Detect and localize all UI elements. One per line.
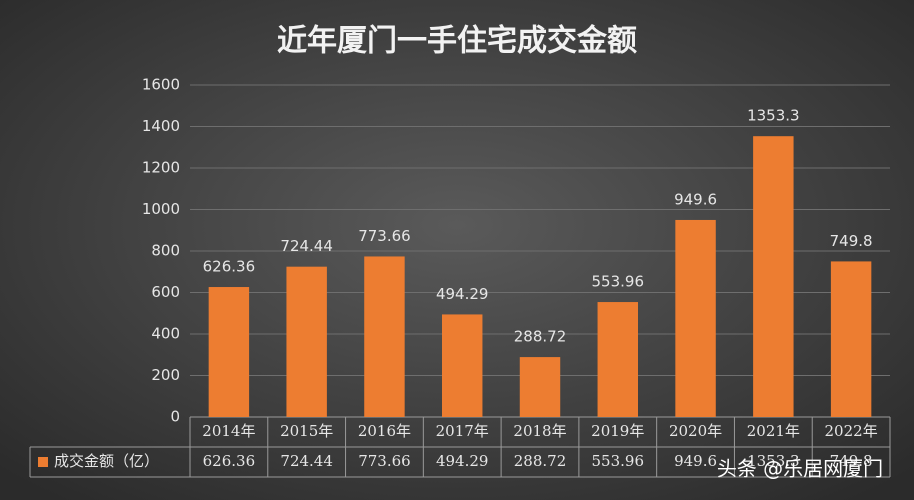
chart-title: 近年厦门一手住宅成交金额 — [277, 24, 637, 59]
bar — [208, 287, 250, 417]
bar — [364, 256, 405, 417]
table-value: 553.96 — [592, 452, 645, 470]
value-label: 1353.3 — [747, 107, 800, 125]
y-tick-label: 600 — [151, 283, 180, 301]
value-label: 553.96 — [592, 273, 645, 291]
y-tick-label: 1200 — [142, 159, 180, 177]
value-label: 773.66 — [358, 227, 411, 245]
bar — [286, 266, 327, 417]
x-tick-label: 2019年 — [591, 422, 644, 440]
bar — [830, 261, 872, 417]
table-value: 773.66 — [358, 452, 411, 470]
y-tick-label: 200 — [151, 366, 180, 384]
value-label: 494.29 — [436, 285, 489, 303]
legend-label: 成交金额（亿） — [54, 452, 159, 470]
table-value: 494.29 — [436, 452, 489, 470]
bar — [442, 314, 483, 417]
watermark: 头条 @乐居网厦门 — [717, 457, 883, 481]
table-value: 749.8 — [830, 452, 873, 470]
table-value: 626.36 — [203, 452, 256, 470]
y-tick-label: 1600 — [142, 76, 180, 94]
x-tick-label: 2020年 — [669, 422, 722, 440]
value-label: 626.36 — [203, 258, 256, 276]
y-tick-label: 0 — [170, 408, 180, 426]
legend-swatch — [38, 457, 48, 467]
value-label: 724.44 — [280, 237, 333, 255]
y-tick-label: 400 — [151, 325, 180, 343]
value-label: 288.72 — [514, 328, 567, 346]
table-value: 288.72 — [514, 452, 567, 470]
y-tick-label: 1000 — [142, 200, 180, 218]
y-tick-label: 800 — [151, 242, 180, 260]
y-tick-label: 1400 — [142, 117, 180, 135]
x-tick-label: 2016年 — [358, 422, 411, 440]
x-tick-label: 2022年 — [825, 422, 878, 440]
value-label: 949.6 — [674, 190, 717, 208]
x-tick-label: 2017年 — [436, 422, 489, 440]
bar — [675, 219, 716, 417]
x-tick-label: 2015年 — [280, 422, 333, 440]
x-tick-label: 2014年 — [202, 422, 255, 440]
table-value: 724.44 — [280, 452, 333, 470]
x-tick-label: 2018年 — [513, 422, 566, 440]
bar — [519, 357, 561, 417]
bar — [597, 302, 638, 417]
bar — [753, 136, 794, 417]
table-value: 949.6 — [674, 452, 717, 470]
x-tick-label: 2021年 — [747, 422, 800, 440]
value-label: 749.8 — [830, 232, 873, 250]
table-value: 1353.3 — [747, 452, 800, 470]
